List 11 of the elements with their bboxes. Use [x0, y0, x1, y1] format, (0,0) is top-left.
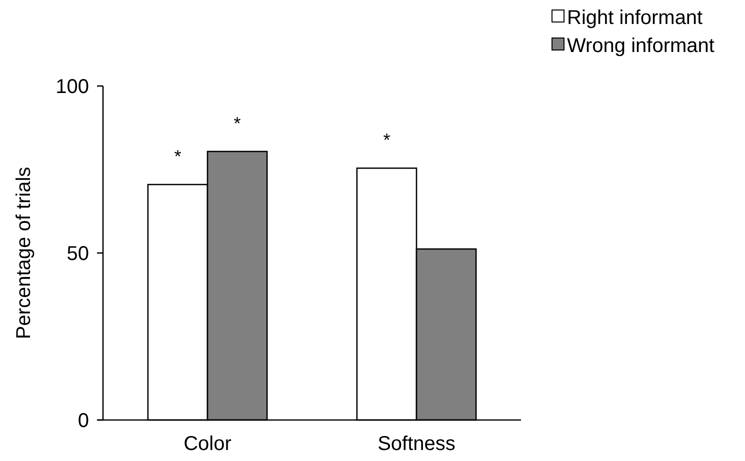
y-tick-label: 100: [56, 76, 89, 98]
legend-label: Wrong informant: [567, 35, 715, 57]
x-tick-label: Color: [184, 433, 232, 455]
y-tick-label: 0: [78, 410, 89, 432]
legend-label: Right informant: [567, 7, 704, 29]
annotation: *: [234, 113, 241, 134]
annotation: *: [383, 130, 390, 150]
x-tick-label: Softness: [378, 433, 456, 455]
y-tick-label: 50: [66, 243, 89, 265]
y-axis-title: Percentage of trials: [13, 166, 35, 340]
annotation: *: [174, 146, 182, 167]
